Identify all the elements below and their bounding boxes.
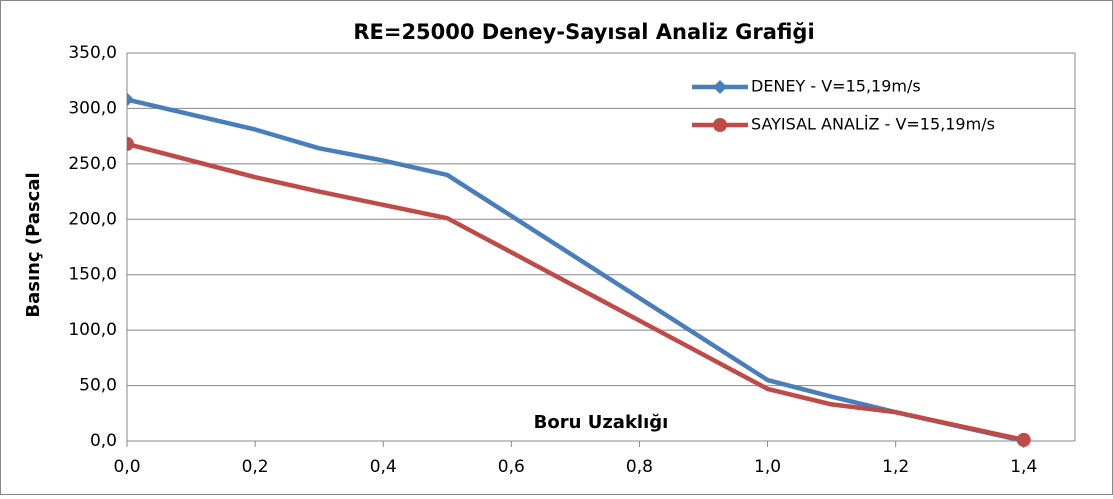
legend-marker — [713, 118, 727, 132]
x-tick-label: 1,4 — [1010, 457, 1037, 477]
legend-label: DENEY - V=15,19m/s — [751, 77, 921, 96]
y-tick-label: 300,0 — [68, 98, 117, 118]
y-tick-label: 350,0 — [68, 43, 117, 63]
point-marker — [127, 136, 134, 151]
y-axis-label: Basınç (Pascal — [23, 172, 44, 317]
legend-label: SAYISAL ANALİZ - V=15,19m/s — [751, 115, 995, 134]
x-tick-label: 1,0 — [754, 457, 781, 477]
point-marker — [127, 92, 134, 107]
plot-area — [127, 92, 1031, 448]
legend-marker — [713, 80, 727, 94]
x-tick-label: 0,2 — [242, 457, 269, 477]
x-tick-label: 0,6 — [498, 457, 525, 477]
y-tick-label: 250,0 — [68, 154, 117, 174]
x-tick-label: 0,8 — [626, 457, 653, 477]
series-line — [127, 97, 1025, 444]
x-tick-label: 0,0 — [113, 457, 140, 477]
y-tick-label: 0,0 — [90, 431, 117, 451]
y-tick-label: 200,0 — [68, 209, 117, 229]
y-tick-label: 50,0 — [79, 376, 117, 396]
y-tick-label: 100,0 — [68, 320, 117, 340]
y-tick-label: 150,0 — [68, 265, 117, 285]
point-marker — [1016, 432, 1031, 447]
x-axis-label: Boru Uzaklığı — [534, 412, 669, 433]
chart-title: RE=25000 Deney-Sayısal Analiz Grafiği — [353, 20, 814, 44]
series-line — [127, 141, 1025, 443]
x-tick-label: 0,4 — [370, 457, 397, 477]
x-tick-label: 1,2 — [882, 457, 909, 477]
